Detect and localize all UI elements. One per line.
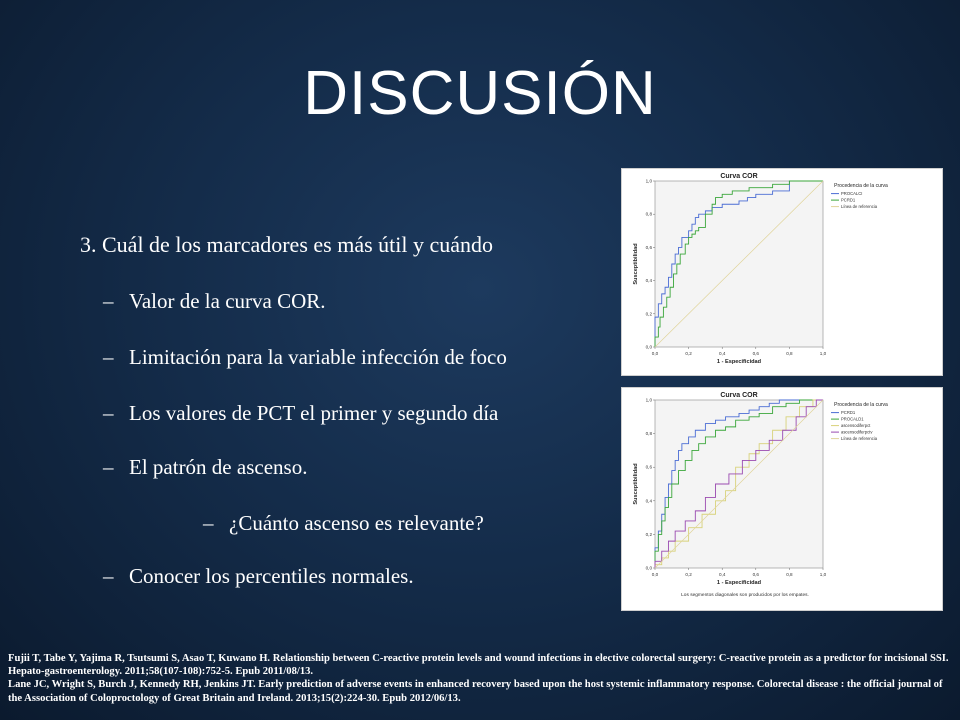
y-tick-label: 0,0 — [646, 345, 653, 350]
x-tick-label: 0,6 — [753, 572, 760, 577]
x-tick-label: 1,0 — [820, 572, 827, 577]
x-axis-label: 1 - Especificidad — [717, 580, 762, 586]
roc-series-line — [654, 399, 823, 568]
bullet-item: – Conocer los percentiles normales. — [103, 564, 414, 588]
roc-series-line — [654, 180, 823, 347]
roc-chart-2-svg: Curva COR 0,00,0 0,2 0,2 0,4 0,4 0,6 0,6 0,8 0,8 1… — [633, 392, 888, 598]
chart-title: Curva COR — [720, 392, 757, 399]
reference-1: Fujii T, Tabe Y, Yajima R, Tsutsumi S, A… — [8, 653, 949, 678]
y-tick-label: 1,0 — [646, 398, 653, 403]
y-tick-label: 0,8 — [646, 212, 653, 217]
reference-2: Lane JC, Wright S, Burch J, Kennedy RH, … — [8, 679, 943, 704]
y-tick-label: 0,4 — [646, 278, 653, 283]
x-tick-label: 1,0 — [820, 351, 827, 356]
x-tick-label: 0,4 — [719, 351, 726, 356]
roc-chart-2: Curva COR 0,0 0,0 0,2 0,2 0,4 0,4 0,6 0,6 0,8 0,8 1… — [621, 387, 943, 611]
x-axis-label: 1 - Especificidad — [717, 359, 762, 365]
y-tick-label: 0,4 — [646, 498, 653, 503]
references: Fujii T, Tabe Y, Yajima R, Tsutsumi S, A… — [8, 652, 954, 705]
roc-chart-1: Curva COR 0,0 0,0 0,2 0,2 0,4 0,4 0,6 0,6 0,8 0,8 1… — [621, 168, 943, 376]
x-tick-label: 0,0 — [652, 572, 659, 577]
legend-entry: ascensodiferpct — [841, 423, 871, 428]
y-tick-label: 0,2 — [646, 311, 653, 316]
x-tick-label: 0,8 — [786, 572, 793, 577]
y-tick-label: 0,6 — [646, 465, 653, 470]
roc-series-line — [654, 399, 823, 568]
bullet-item: – El patrón de ascenso. — [103, 455, 308, 479]
y-tick-label: 0,6 — [646, 245, 653, 250]
x-tick-label: 0,8 — [786, 351, 793, 356]
x-tick-label: 0,0 — [652, 351, 659, 356]
y-axis-label: Susceptibilidad — [633, 463, 639, 505]
chart-footnote: Los segmentos diagonales son producidos … — [681, 592, 809, 598]
bullet-item: – Valor de la curva COR. — [103, 289, 326, 313]
sub-bullet-item: – ¿Cuánto ascenso es relevante? — [203, 511, 484, 535]
legend-entry: Línea de referencia — [841, 204, 878, 209]
y-tick-label: 0,0 — [646, 566, 653, 571]
x-tick-label: 0,2 — [685, 572, 692, 577]
bullet-question: 3. Cuál de los marcadores es más útil y … — [80, 232, 494, 257]
roc-series-line — [654, 180, 824, 348]
legend-title: Procedencia de la curva — [834, 402, 888, 408]
x-tick-label: 0,6 — [753, 351, 760, 356]
x-tick-label: 0,2 — [685, 351, 692, 356]
roc-series-line — [654, 399, 824, 569]
legend-entry: PCRD1 — [841, 198, 856, 203]
legend-entry: PROCALD1 — [841, 417, 864, 422]
y-tick-label: 1,0 — [646, 179, 653, 184]
roc-series-line — [654, 180, 823, 347]
y-axis-label: Susceptibilidad — [633, 243, 639, 285]
slide-title: DISCUSIÓN — [303, 59, 657, 128]
legend-entry: PCRD1 — [841, 410, 856, 415]
x-tick-label: 0,4 — [719, 572, 726, 577]
roc-chart-1-svg: Curva COR 0,00,0 0,2 0,2 0,4 0,4 0,6 0,6 0,8 0,8 1… — [633, 173, 888, 365]
y-tick-label: 0,8 — [646, 431, 653, 436]
y-tick-label: 0,2 — [646, 532, 653, 537]
legend-entry: PROCALCI — [841, 191, 862, 196]
bullet-item: – Los valores de PCT el primer y segundo … — [103, 401, 499, 425]
legend-entry: ascensodiferpctv — [841, 430, 873, 435]
chart-title: Curva COR — [720, 173, 757, 180]
legend-entry: Línea de referencia — [841, 436, 878, 441]
legend-title: Procedencia de la curva — [834, 183, 888, 189]
bullet-item: – Limitación para la variable infección d… — [103, 345, 507, 369]
roc-series-line — [654, 399, 823, 568]
